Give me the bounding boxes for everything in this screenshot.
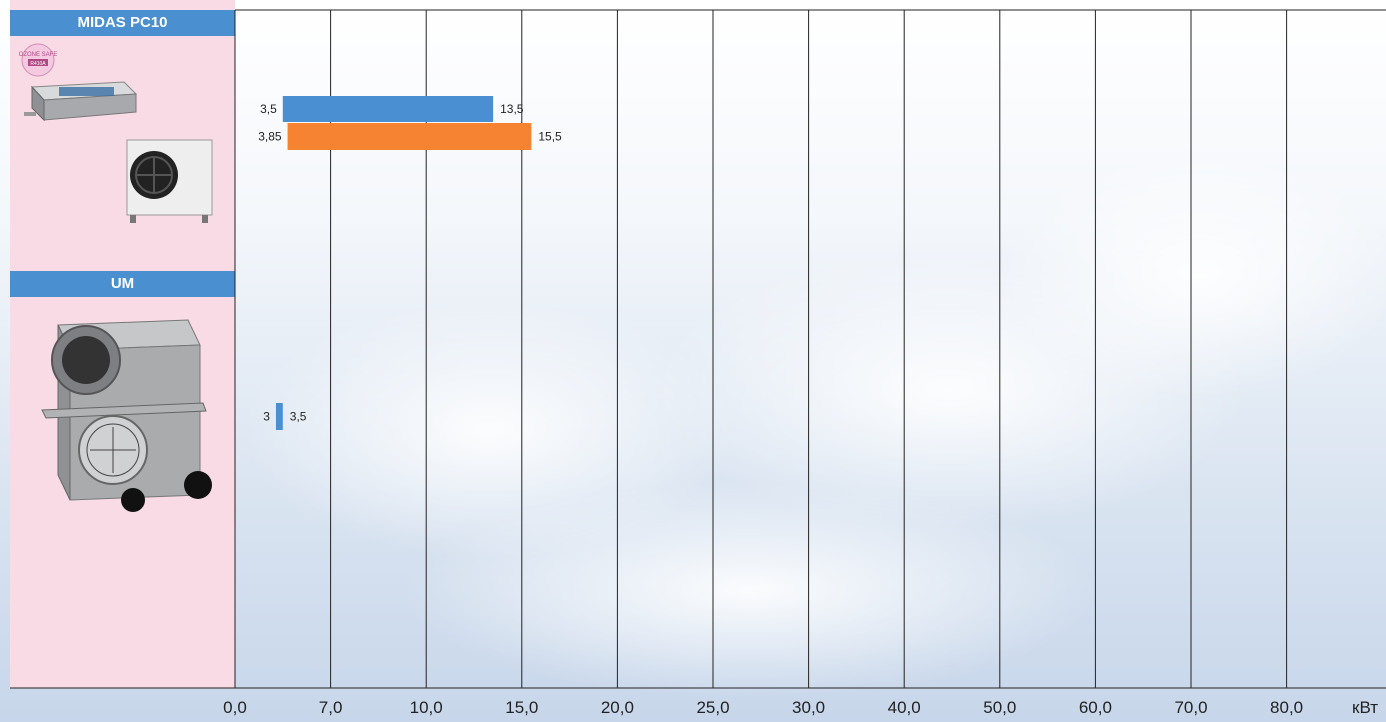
bar-end-label: 13,5: [500, 102, 524, 116]
x-tick-label: 25,0: [696, 698, 730, 717]
bar-end-label: 3,5: [290, 410, 307, 424]
cloud-decoration: [1000, 150, 1386, 400]
group-header-um: UM: [10, 271, 235, 297]
outdoor-unit-image: [126, 139, 213, 223]
x-tick-label: 70,0: [1174, 698, 1208, 717]
x-tick-label: 50,0: [983, 698, 1017, 717]
x-tick-label: 30,0: [792, 698, 826, 717]
bar-start-label: 3: [263, 410, 270, 424]
bar-end-label: 15,5: [538, 130, 562, 144]
bar-start-label: 3,85: [258, 130, 282, 144]
x-tick-label: 40,0: [887, 698, 921, 717]
x-tick-label: 7,0: [318, 698, 343, 717]
x-tick-label: 20,0: [600, 698, 634, 717]
bar-heating: [287, 123, 532, 150]
bar-start-label: 3,5: [260, 102, 277, 116]
x-tick-label: 15,0: [505, 698, 539, 717]
cloud-decoration: [400, 480, 1100, 700]
x-tick-label: 0,0: [223, 698, 247, 717]
duct-unit-image: OZONE SAFE R410A: [19, 43, 138, 122]
x-axis-unit: кВт: [1352, 698, 1378, 717]
x-tick-label: 10,0: [409, 698, 443, 717]
bar-cooling: [275, 403, 283, 430]
mobile-unit-image: [41, 319, 212, 512]
group-header-midas: MIDAS PC10: [10, 10, 235, 36]
bar-cooling: [282, 96, 494, 122]
x-tick-label: 80,0: [1270, 698, 1304, 717]
ozone-badge-text: OZONE SAFE: [19, 52, 58, 58]
refrigerant-badge-text: R410A: [30, 61, 46, 67]
x-tick-label: 60,0: [1078, 698, 1112, 717]
